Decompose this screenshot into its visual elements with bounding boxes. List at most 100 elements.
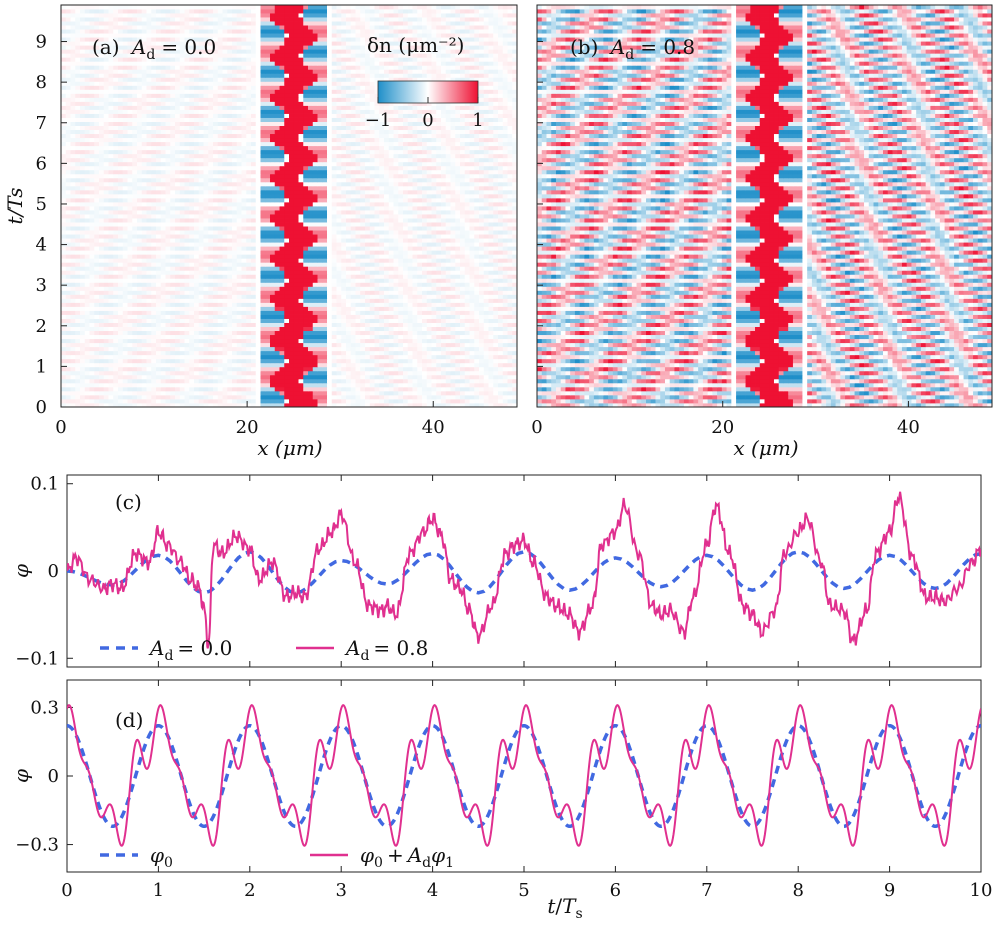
heatmap-cell xyxy=(146,238,152,243)
heatmap-cell xyxy=(460,342,466,348)
heatmap-cell xyxy=(488,390,494,396)
heatmap-cell xyxy=(464,318,470,323)
heatmap-cell xyxy=(217,274,223,279)
heatmap-cell xyxy=(360,378,366,384)
heatmap-cell xyxy=(455,302,461,307)
heatmap-cell xyxy=(208,282,214,287)
heatmap-cell xyxy=(431,394,437,400)
heatmap-cell xyxy=(312,378,318,384)
heatmap-cell xyxy=(184,201,190,207)
heatmap-cell xyxy=(355,318,361,323)
heatmap-cell xyxy=(208,342,214,348)
heatmap-cell xyxy=(436,278,442,283)
heatmap-cell xyxy=(445,302,451,307)
heatmap-cell xyxy=(412,330,418,336)
heatmap-cell xyxy=(94,294,100,299)
heatmap-cell xyxy=(365,262,371,267)
heatmap-cell xyxy=(360,314,366,319)
heatmap-cell xyxy=(175,242,181,247)
heatmap-cell xyxy=(436,246,442,251)
heatmap-cell xyxy=(127,290,133,295)
heatmap-cell xyxy=(222,250,228,255)
heatmap-cell xyxy=(151,270,157,275)
heatmap-cell xyxy=(175,266,181,271)
heatmap-cell xyxy=(194,286,200,291)
heatmap-cell xyxy=(156,197,162,203)
heatmap-cell xyxy=(412,390,418,396)
heatmap-cell xyxy=(279,358,285,364)
heatmap-cell xyxy=(160,298,166,303)
heatmap-cell xyxy=(251,358,257,364)
heatmap-cell xyxy=(103,346,109,352)
heatmap-cell xyxy=(403,374,409,380)
heatmap-cell xyxy=(312,234,318,239)
heatmap-cell xyxy=(317,382,323,388)
heatmap-cell xyxy=(289,334,295,340)
heatmap-cell xyxy=(355,402,361,408)
heatmap-cell xyxy=(255,254,261,259)
heatmap-cell xyxy=(469,318,475,323)
heatmap-cell xyxy=(460,390,466,396)
heatmap-cell xyxy=(113,334,119,340)
heatmap-cell xyxy=(189,386,195,392)
heatmap-cell xyxy=(308,278,314,283)
heatmap-cell xyxy=(65,262,71,267)
heatmap-cell xyxy=(341,238,347,243)
heatmap-cell xyxy=(502,242,508,247)
heatmap-cell xyxy=(327,330,333,336)
heatmap-cell xyxy=(507,330,513,336)
heatmap-cell xyxy=(194,358,200,364)
heatmap-cell xyxy=(493,394,499,400)
heatmap-cell xyxy=(445,226,451,231)
heatmap-cell xyxy=(84,318,90,323)
heatmap-cell xyxy=(474,350,480,356)
heatmap-cell xyxy=(455,350,461,356)
heatmap-cell xyxy=(498,250,504,255)
heatmap-cell xyxy=(284,214,290,219)
heatmap-cell xyxy=(160,286,166,291)
heatmap-cell xyxy=(99,201,105,207)
heatmap-cell xyxy=(365,306,371,311)
heatmap-cell xyxy=(322,326,328,332)
heatmap-cell xyxy=(251,286,257,291)
heatmap-cell xyxy=(99,342,105,348)
heatmap-cell xyxy=(103,238,109,243)
heatmap-cell xyxy=(502,302,508,307)
heatmap-cell xyxy=(469,258,475,263)
heatmap-cell xyxy=(194,402,200,408)
heatmap-cell xyxy=(507,338,513,344)
heatmap-cell xyxy=(241,354,247,360)
heatmap-cell xyxy=(251,197,257,203)
heatmap-cell xyxy=(293,282,299,287)
heatmap-cell xyxy=(441,274,447,279)
heatmap-cell xyxy=(346,346,352,352)
heatmap-cell xyxy=(412,197,418,203)
heatmap-cell xyxy=(165,310,171,315)
heatmap-cell xyxy=(179,286,185,291)
heatmap-cell xyxy=(469,370,475,376)
heatmap-cell xyxy=(99,358,105,364)
heatmap-cell xyxy=(336,278,342,283)
heatmap-cell xyxy=(293,338,299,344)
heatmap-cell xyxy=(455,238,461,243)
heatmap-cell xyxy=(227,270,233,275)
heatmap-cell xyxy=(293,274,299,279)
heatmap-cell xyxy=(160,214,166,219)
heatmap-cell xyxy=(431,402,437,408)
heatmap-cell xyxy=(255,282,261,287)
heatmap-cell xyxy=(322,282,328,287)
heatmap-cell xyxy=(94,402,100,408)
heatmap-cell xyxy=(355,342,361,348)
heatmap-cell xyxy=(284,294,290,299)
heatmap-cell xyxy=(194,294,200,299)
heatmap-cell xyxy=(75,242,81,247)
heatmap-cell xyxy=(426,402,432,408)
heatmap-cell xyxy=(460,310,466,315)
heatmap-cell xyxy=(165,270,171,275)
heatmap-cell xyxy=(393,298,399,303)
heatmap-cell xyxy=(284,250,290,255)
heatmap-cell xyxy=(464,206,470,211)
heatmap-cell xyxy=(118,290,124,295)
heatmap-cell xyxy=(360,366,366,372)
heatmap-cell xyxy=(203,246,209,251)
